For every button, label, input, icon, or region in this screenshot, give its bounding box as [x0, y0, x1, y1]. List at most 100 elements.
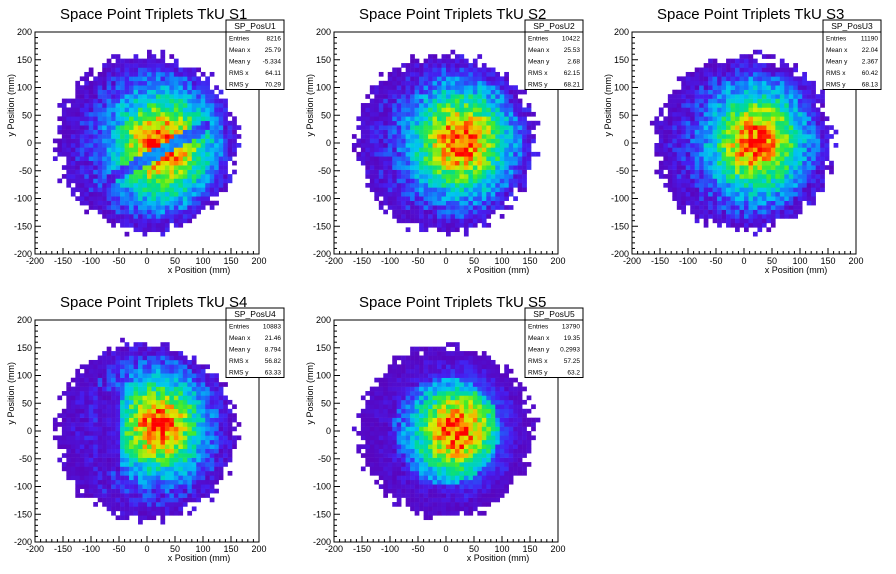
histogram-panel-4: -200 -150 -100 -50 0 50 100 150 200-200-150-100-…: [6, 294, 285, 563]
heatmap-bin: [182, 182, 188, 188]
heatmap-bin: [815, 94, 821, 99]
heatmap-bin: [66, 160, 72, 166]
heatmap-bin: [685, 151, 691, 157]
heatmap-bin: [138, 351, 143, 356]
heatmap-bin: [463, 116, 469, 122]
heatmap-bin: [806, 89, 812, 95]
heatmap-bin: [770, 214, 776, 219]
heatmap-bin: [374, 85, 380, 90]
heatmap-bin: [75, 475, 81, 481]
heatmap-bin: [744, 191, 749, 197]
heatmap-bin: [392, 129, 397, 135]
heatmap-bin: [744, 169, 749, 175]
heatmap-bin: [111, 497, 116, 503]
heatmap-bin: [66, 98, 72, 104]
heatmap-bin: [770, 205, 776, 210]
y-tick-label: 0: [624, 138, 629, 148]
heatmap-bin: [414, 125, 420, 130]
heatmap-bin: [360, 125, 366, 130]
heatmap-bin: [133, 462, 139, 467]
heatmap-bin: [793, 147, 799, 153]
heatmap-bin: [138, 408, 143, 414]
heatmap-bin: [726, 134, 731, 139]
heatmap-bin: [396, 209, 402, 215]
heatmap-bin: [726, 107, 731, 113]
heatmap-bin: [115, 497, 121, 503]
heatmap-bin: [106, 408, 112, 414]
heatmap-bin: [124, 143, 130, 148]
heatmap-bin: [173, 214, 179, 219]
heatmap-bin: [97, 479, 103, 485]
heatmap-bin: [111, 151, 116, 157]
heatmap-bin: [236, 134, 242, 139]
heatmap-bin: [441, 160, 447, 166]
heatmap-bin: [84, 125, 90, 130]
heatmap-bin: [75, 377, 81, 383]
heatmap-bin: [178, 120, 184, 126]
heatmap-bin: [793, 89, 799, 95]
heatmap-bin: [748, 85, 754, 90]
heatmap-bin: [138, 143, 143, 148]
heatmap-bin: [129, 444, 134, 450]
heatmap-bin: [405, 111, 411, 117]
heatmap-bin: [164, 174, 170, 179]
heatmap-bin: [499, 178, 505, 184]
heatmap-bin: [124, 355, 130, 361]
heatmap-bin: [129, 218, 134, 224]
heatmap-bin: [383, 125, 389, 130]
heatmap-bin: [744, 187, 749, 193]
heatmap-bin: [120, 58, 125, 64]
heatmap-bin: [396, 160, 402, 166]
heatmap-bin: [66, 382, 72, 387]
heatmap-bin: [681, 120, 687, 126]
heatmap-bin: [133, 417, 139, 423]
heatmap-bin: [178, 209, 184, 215]
heatmap-bin: [703, 160, 709, 166]
heatmap-bin: [752, 129, 758, 135]
heatmap-bin: [490, 174, 496, 179]
heatmap-bin: [694, 214, 700, 219]
heatmap-bin: [129, 417, 134, 423]
heatmap-bin: [703, 134, 709, 139]
heatmap-bin: [392, 200, 397, 206]
heatmap-bin: [531, 134, 536, 139]
heatmap-bin: [93, 169, 98, 175]
heatmap-bin: [84, 391, 90, 396]
heatmap-bin: [151, 448, 157, 454]
heatmap-bin: [160, 475, 166, 481]
heatmap-bin: [378, 107, 384, 113]
heatmap-bin: [788, 67, 794, 73]
heatmap-bin: [374, 169, 380, 175]
heatmap-bin: [61, 431, 67, 436]
heatmap-bin: [223, 103, 228, 108]
heatmap-bin: [477, 169, 483, 175]
heatmap-bin: [676, 187, 682, 193]
heatmap-bin: [739, 160, 745, 166]
heatmap-bin: [79, 484, 85, 489]
heatmap-bin: [748, 182, 754, 188]
heatmap-bin: [120, 417, 125, 423]
heatmap-bin: [120, 351, 125, 356]
heatmap-bin: [820, 143, 825, 148]
heatmap-bin: [405, 218, 411, 224]
heatmap-bin: [151, 156, 157, 162]
heatmap-bin: [160, 448, 166, 454]
heatmap-bin: [446, 174, 451, 179]
heatmap-bin: [106, 391, 112, 396]
x-tick-label: 150: [820, 256, 835, 266]
heatmap-bin: [748, 125, 754, 130]
heatmap-bin: [739, 205, 745, 210]
heatmap-bin: [129, 107, 134, 113]
heatmap-bin: [106, 191, 112, 197]
heatmap-bin: [459, 191, 465, 197]
heatmap-bin: [694, 187, 700, 193]
heatmap-bin: [164, 138, 170, 144]
heatmap-bin: [138, 218, 143, 224]
heatmap-bin: [699, 116, 704, 122]
heatmap-bin: [730, 143, 736, 148]
heatmap-bin: [124, 395, 130, 401]
heatmap-bin: [735, 63, 740, 68]
heatmap-bin: [369, 147, 375, 153]
heatmap-bin: [129, 377, 134, 383]
heatmap-bin: [477, 107, 483, 113]
